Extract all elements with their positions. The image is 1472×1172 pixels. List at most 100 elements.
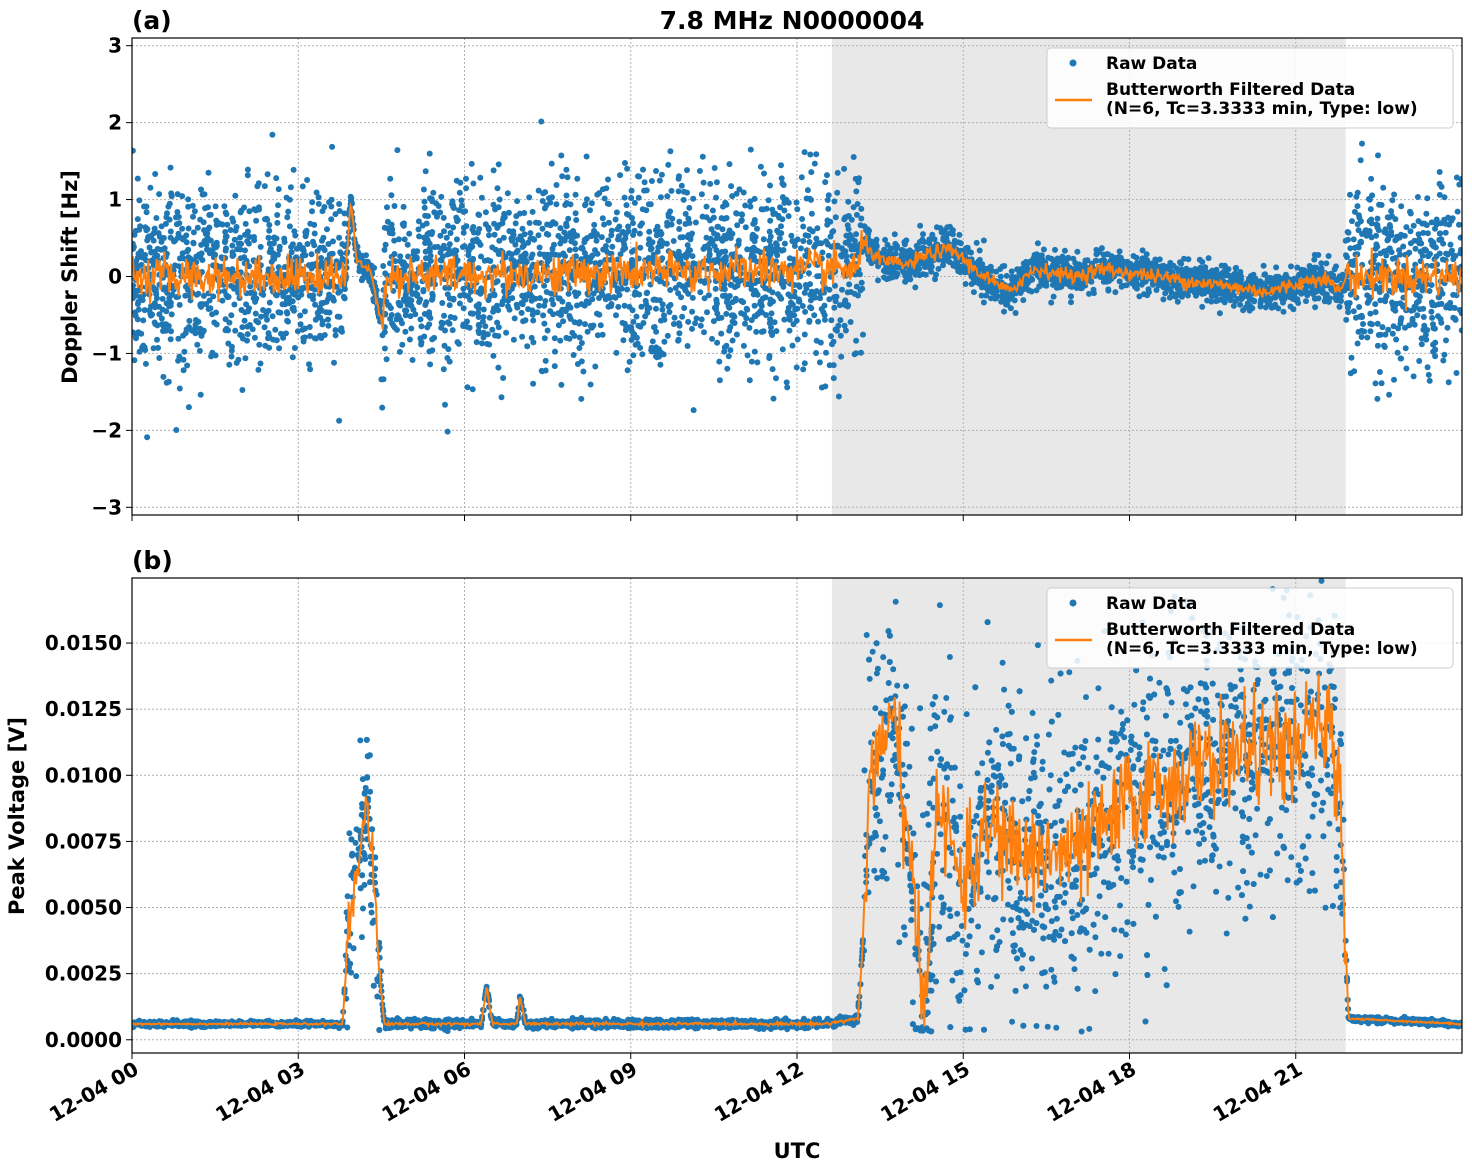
raw-data-point [423,255,429,262]
raw-data-point [255,204,262,211]
raw-data-point [723,310,730,317]
raw-data-point [1342,237,1349,244]
raw-data-point [624,367,631,374]
raw-data-point [847,319,854,325]
raw-data-point [315,200,322,207]
raw-data-point [892,240,899,247]
raw-data-point [754,225,760,232]
raw-data-point [767,251,774,258]
raw-data-point [460,208,467,215]
raw-data-point [853,231,860,238]
raw-data-point [794,305,801,312]
raw-data-point [382,270,389,277]
raw-data-point [278,330,284,337]
raw-data-point [762,285,769,292]
raw-data-point [437,257,444,263]
raw-data-point [463,185,470,192]
raw-data-point [603,185,610,192]
raw-data-point [473,339,480,346]
raw-data-point [379,332,386,339]
raw-data-point [242,355,249,362]
raw-data-point [143,203,150,210]
raw-data-point [609,243,616,250]
raw-data-point [194,224,201,231]
raw-data-point [1347,245,1354,252]
raw-data-point [541,335,548,342]
raw-data-point [1180,290,1187,297]
raw-data-point [841,299,848,306]
raw-data-point [650,254,657,261]
raw-data-point [463,175,469,182]
raw-data-point [804,187,811,194]
raw-data-point [1457,234,1462,241]
raw-data-point [729,299,736,306]
raw-data-point [565,290,572,297]
raw-data-point [1398,231,1404,238]
raw-data-point [286,300,293,307]
raw-data-point [775,246,782,253]
raw-data-point [1287,303,1294,310]
raw-data-point [551,335,558,342]
raw-data-point [446,302,453,309]
raw-data-point [556,295,563,302]
raw-data-point [781,316,788,323]
raw-data-point [1205,255,1212,262]
raw-data-point [719,292,726,299]
raw-data-point [1436,250,1443,257]
raw-data-point [1093,251,1100,258]
raw-data-point [205,225,212,232]
raw-data-point [775,229,782,236]
raw-data-point [657,361,664,368]
raw-data-point [1397,317,1404,324]
raw-data-point [167,336,174,343]
raw-data-point [328,203,335,210]
raw-data-point [658,171,665,178]
raw-data-point [819,249,826,256]
raw-data-point [1423,336,1430,343]
raw-data-point [1366,229,1373,236]
raw-data-point [138,248,144,255]
raw-data-point [450,295,457,302]
raw-data-point [284,310,291,317]
raw-data-point [400,222,407,229]
raw-data-point [1367,310,1374,317]
raw-data-point [656,177,663,184]
raw-data-point [1433,216,1440,223]
raw-data-point [421,198,428,205]
raw-data-point [726,327,733,334]
raw-data-point [1181,267,1188,274]
raw-data-point [437,232,444,239]
raw-data-point [284,214,291,221]
raw-data-point [341,210,348,217]
raw-data-point [1257,303,1264,310]
raw-data-point [681,305,688,311]
raw-data-point [957,269,964,276]
raw-data-point [882,236,889,243]
raw-data-point [690,407,697,414]
raw-data-point [320,244,327,251]
raw-data-point [1358,334,1365,340]
raw-data-point [780,247,787,253]
raw-data-point [380,263,387,269]
raw-data-point [306,324,313,330]
raw-data-point [747,146,754,153]
raw-data-point [560,250,567,257]
raw-data-point [767,217,774,224]
raw-data-point [901,239,908,245]
raw-data-point [206,212,213,218]
raw-data-point [578,358,585,365]
raw-data-point [1174,298,1181,305]
raw-data-point [181,348,188,355]
raw-data-point [628,195,635,201]
raw-data-point [628,187,635,194]
raw-data-point [685,318,692,325]
raw-data-point [244,238,251,245]
raw-data-point [1033,287,1040,294]
raw-data-point [1108,253,1115,260]
raw-data-point [307,366,314,373]
raw-data-point [557,337,564,344]
raw-data-point [580,368,587,375]
raw-data-point [601,221,608,228]
raw-data-point [828,317,835,324]
raw-data-point [562,202,569,208]
